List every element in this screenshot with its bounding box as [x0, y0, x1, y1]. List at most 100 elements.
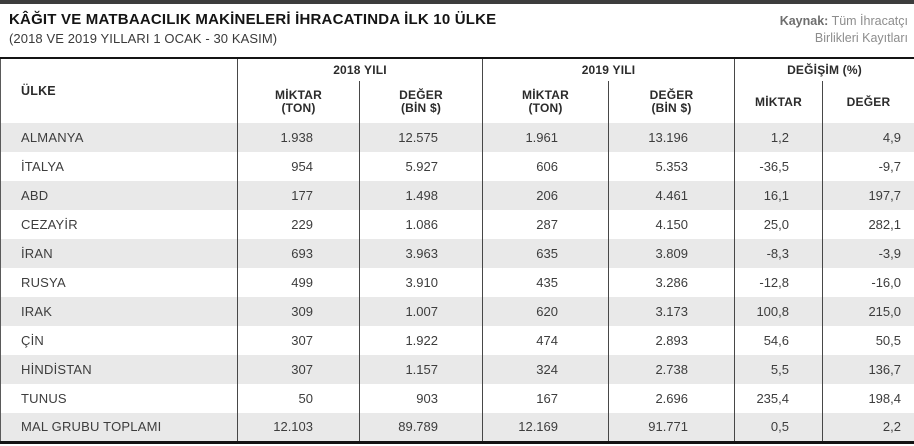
- table-row: ABD 177 1.498 206 4.461 16,1 197,7: [0, 181, 914, 210]
- table-row: TUNUS 50 903 167 2.696 235,4 198,4: [0, 384, 914, 413]
- cell-degisim-deger: -3,9: [878, 246, 901, 261]
- cell-degisim-miktar: 1,2: [734, 123, 823, 152]
- cell-degisim-deger: -16,0: [871, 275, 901, 290]
- cell-country: ALMANYA: [0, 123, 238, 152]
- cell-2018-deger: 5.927: [359, 152, 483, 181]
- title-block: KÂĞIT VE MATBAACILIK MAKİNELERİ İHRACATI…: [9, 11, 496, 57]
- top-rule-divider: [0, 0, 914, 4]
- source-label: Kaynak:: [779, 14, 829, 28]
- header-2019-deger-unit: (BİN $): [651, 101, 692, 115]
- header-2018-deger-unit: (BİN $): [400, 101, 442, 115]
- cell-degisim-miktar: -12,8: [734, 268, 823, 297]
- header-change-miktar: MİKTAR: [734, 81, 823, 123]
- cell-2018-miktar: 50: [237, 384, 360, 413]
- cell-2019-deger: 91.771: [608, 413, 735, 442]
- cell-2018-deger: 1.922: [359, 326, 483, 355]
- cell-2019-deger: 3.286: [608, 268, 735, 297]
- export-table: ÜLKE 2018 YILI 2019 YILI DEĞİŞİM (%) MİK…: [0, 57, 914, 444]
- cell-2018-deger: 903: [359, 384, 483, 413]
- header-2018-deger: DEĞER (BİN $): [359, 81, 483, 123]
- cell-country: TUNUS: [0, 384, 238, 413]
- cell-2019-deger: 3.809: [608, 239, 735, 268]
- cell-2019-miktar: 287: [482, 210, 609, 239]
- header-sub-row: MİKTAR (TON) DEĞER (BİN $) MİKTAR (TON) …: [1, 81, 914, 123]
- source-note: Kaynak: Tüm İhracatçı Birlikleri Kayıtla…: [780, 13, 908, 57]
- table-row: HİNDİSTAN 307 1.157 324 2.738 5,5 136,7: [0, 355, 914, 384]
- header-2018-miktar-label: MİKTAR: [275, 88, 322, 102]
- cell-2018-deger: 12.575: [359, 123, 483, 152]
- cell-2018-miktar: 693: [237, 239, 360, 268]
- cell-2019-miktar: 167: [482, 384, 609, 413]
- cell-degisim-miktar: 235,4: [734, 384, 823, 413]
- cell-2018-miktar: 954: [237, 152, 360, 181]
- page-title: KÂĞIT VE MATBAACILIK MAKİNELERİ İHRACATI…: [9, 11, 497, 28]
- header-2019-deger-label: DEĞER: [649, 88, 694, 102]
- cell-2019-deger: 5.353: [608, 152, 735, 181]
- cell-degisim-deger: 136,7: [868, 362, 901, 377]
- cell-2018-deger: 3.963: [359, 239, 483, 268]
- table-row: IRAK 309 1.007 620 3.173 100,8 215,0: [0, 297, 914, 326]
- cell-degisim-deger: 282,1: [868, 217, 901, 232]
- table-header: ÜLKE 2018 YILI 2019 YILI DEĞİŞİM (%) MİK…: [0, 58, 914, 123]
- table-row: RUSYA 499 3.910 435 3.286 -12,8 -16,0: [0, 268, 914, 297]
- header-change-deger: DEĞER: [846, 94, 891, 109]
- cell-2019-miktar: 635: [482, 239, 609, 268]
- page-subtitle: (2018 VE 2019 YILLARI 1 OCAK - 30 KASIM): [9, 31, 278, 46]
- header-group-2018: 2018 YILI: [237, 58, 483, 81]
- cell-2019-deger: 4.150: [608, 210, 735, 239]
- cell-degisim-miktar: -36,5: [734, 152, 823, 181]
- header-country: ÜLKE: [0, 58, 238, 123]
- cell-2019-miktar: 1.961: [482, 123, 609, 152]
- header-2019-miktar-unit: (TON): [528, 101, 563, 115]
- cell-2018-deger: 89.789: [359, 413, 483, 442]
- table-body: ALMANYA 1.938 12.575 1.961 13.196 1,2 4,9 İTALY…: [0, 123, 914, 442]
- cell-2019-deger: 2.738: [608, 355, 735, 384]
- cell-degisim-miktar: 0,5: [734, 413, 823, 442]
- header-2019-deger: DEĞER (BİN $): [608, 81, 735, 123]
- header-2019-miktar-label: MİKTAR: [522, 88, 569, 102]
- cell-2018-deger: 3.910: [359, 268, 483, 297]
- cell-2018-miktar: 309: [237, 297, 360, 326]
- header-group-2019: 2019 YILI: [482, 58, 735, 81]
- page-header: KÂĞIT VE MATBAACILIK MAKİNELERİ İHRACATI…: [0, 4, 914, 57]
- cell-degisim-deger: 197,7: [868, 188, 901, 203]
- header-2018-deger-label: DEĞER: [399, 88, 443, 102]
- cell-country: IRAK: [0, 297, 238, 326]
- cell-degisim-deger: 198,4: [868, 391, 901, 406]
- cell-2018-deger: 1.498: [359, 181, 483, 210]
- source-text-line1: Tüm İhracatçı: [828, 14, 908, 28]
- table-row: CEZAYİR 229 1.086 287 4.150 25,0 282,1: [0, 210, 914, 239]
- cell-2019-deger: 2.696: [608, 384, 735, 413]
- cell-country: MAL GRUBU TOPLAMI: [0, 413, 238, 442]
- header-2018-miktar: MİKTAR (TON): [237, 81, 360, 123]
- cell-2018-deger: 1.157: [359, 355, 483, 384]
- cell-2019-miktar: 324: [482, 355, 609, 384]
- cell-country: ABD: [0, 181, 238, 210]
- cell-2018-miktar: 12.103: [237, 413, 360, 442]
- cell-degisim-miktar: 25,0: [734, 210, 823, 239]
- table-row: ÇİN 307 1.922 474 2.893 54,6 50,5: [0, 326, 914, 355]
- cell-2018-deger: 1.007: [359, 297, 483, 326]
- cell-country: CEZAYİR: [0, 210, 238, 239]
- cell-2019-deger: 13.196: [608, 123, 735, 152]
- cell-2019-miktar: 606: [482, 152, 609, 181]
- cell-country: RUSYA: [0, 268, 238, 297]
- cell-2018-miktar: 229: [237, 210, 360, 239]
- cell-2019-miktar: 620: [482, 297, 609, 326]
- table-total-row: MAL GRUBU TOPLAMI 12.103 89.789 12.169 91.77…: [0, 413, 914, 442]
- cell-country: İRAN: [0, 239, 238, 268]
- cell-degisim-miktar: 54,6: [734, 326, 823, 355]
- cell-2019-miktar: 435: [482, 268, 609, 297]
- cell-degisim-deger: 4,9: [882, 130, 901, 145]
- cell-2019-miktar: 474: [482, 326, 609, 355]
- cell-2018-deger: 1.086: [359, 210, 483, 239]
- header-group-row: ÜLKE 2018 YILI 2019 YILI DEĞİŞİM (%): [0, 58, 914, 123]
- cell-2018-miktar: 307: [237, 326, 360, 355]
- cell-degisim-deger: 50,5: [875, 333, 901, 348]
- cell-2018-miktar: 499: [237, 268, 360, 297]
- cell-2019-deger: 4.461: [608, 181, 735, 210]
- cell-degisim-miktar: 16,1: [734, 181, 823, 210]
- table-row: İTALYA 954 5.927 606 5.353 -36,5 -9,7: [0, 152, 914, 181]
- cell-country: ÇİN: [0, 326, 238, 355]
- cell-degisim-miktar: 100,8: [734, 297, 823, 326]
